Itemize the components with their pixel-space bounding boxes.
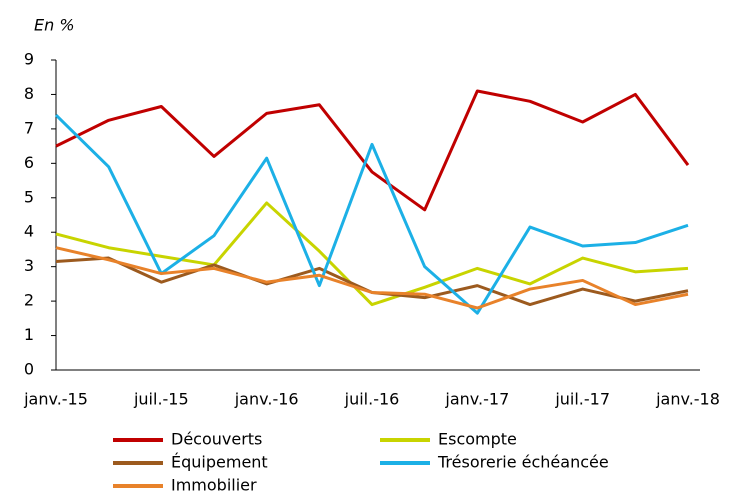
line-series	[55, 89, 690, 212]
y-tick-label: 9	[24, 50, 34, 69]
y-tick-label: 5	[24, 187, 34, 206]
y-tick-label: 6	[24, 153, 34, 172]
y-tick-label: 3	[24, 256, 34, 275]
x-tick-label: juil.-15	[133, 390, 189, 409]
line-series	[55, 201, 689, 307]
axis-unit: En %	[34, 16, 75, 35]
y-tick-label: 1	[24, 325, 34, 344]
legend-label: Équipement	[171, 453, 268, 472]
legend-label: Découverts	[171, 430, 262, 449]
x-tick-label: juil.-16	[344, 390, 400, 409]
line-series	[55, 256, 689, 307]
line-series	[54, 114, 689, 315]
legend-label: Escompte	[438, 430, 517, 449]
y-tick-label: 4	[24, 222, 34, 241]
legend-label: Trésorerie échéancée	[437, 453, 609, 472]
x-tick-label: janv.-17	[444, 390, 509, 409]
y-tick-label: 2	[24, 291, 34, 310]
y-tick-label: 7	[24, 118, 34, 137]
x-tick-label: juil.-17	[554, 390, 610, 409]
x-tick-label: janv.-16	[234, 390, 299, 409]
x-tick-label: janv.-15	[23, 390, 88, 409]
x-tick-label: janv.-18	[655, 390, 720, 409]
legend-label: Immobilier	[171, 476, 257, 495]
y-tick-label: 0	[24, 360, 34, 379]
line-series	[55, 246, 689, 310]
y-tick-label: 8	[24, 84, 34, 103]
